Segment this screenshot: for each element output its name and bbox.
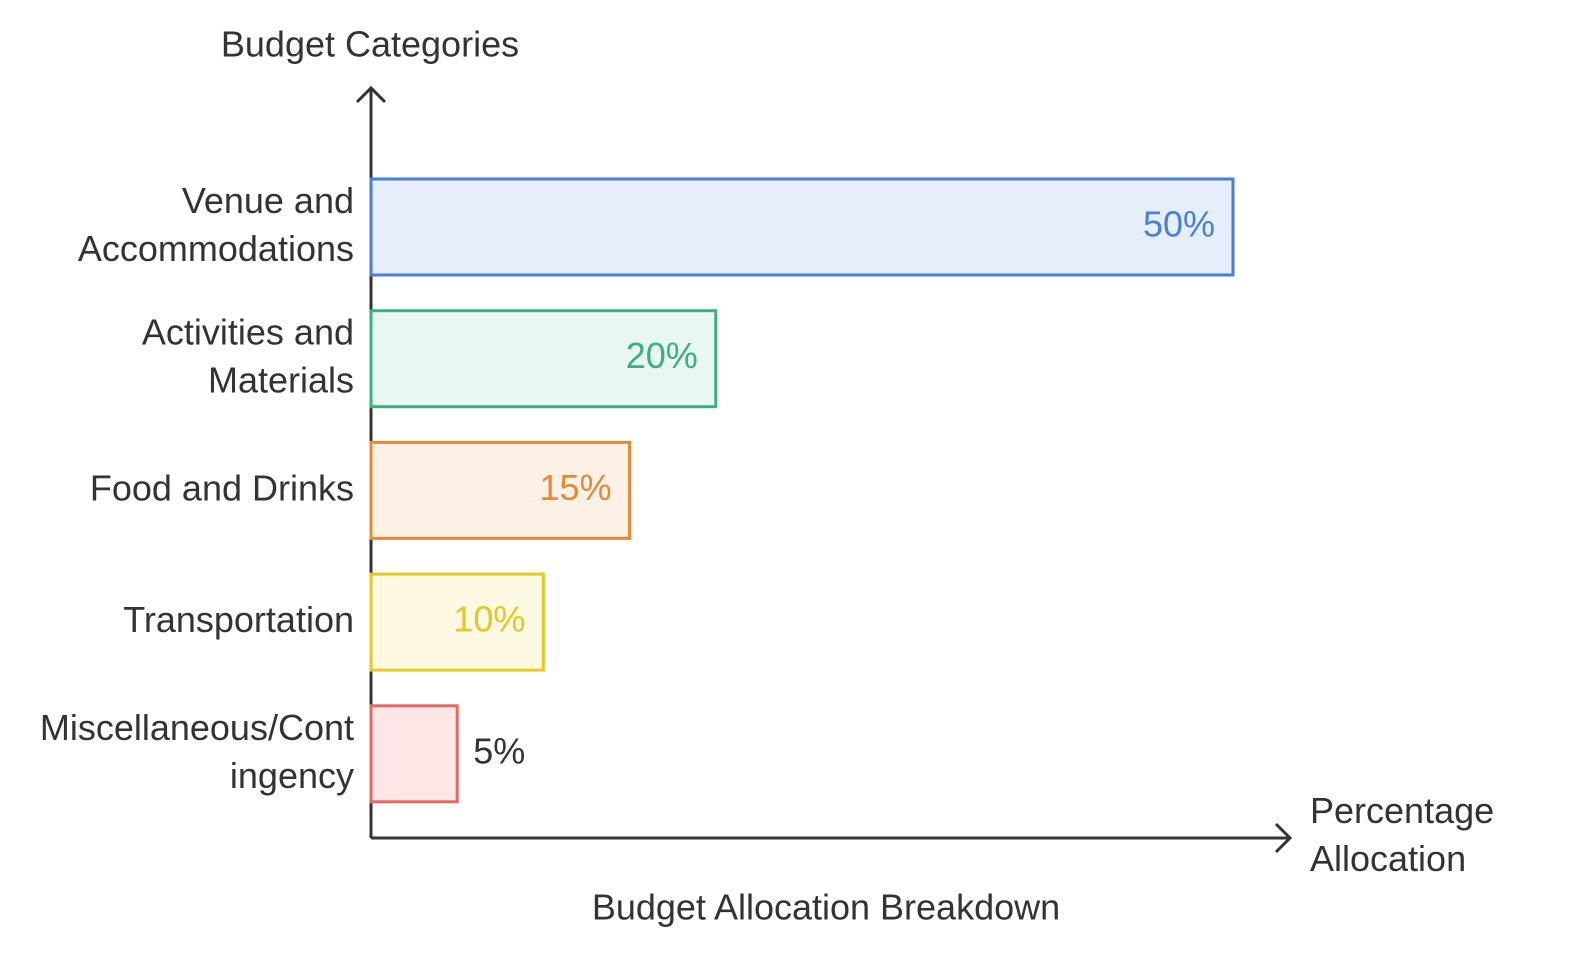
y-axis-arrow bbox=[355, 85, 387, 104]
bar bbox=[369, 440, 632, 540]
value-label: 50% bbox=[1143, 204, 1215, 245]
x-axis-title: Percentage Allocation bbox=[1310, 790, 1494, 879]
bar bbox=[369, 572, 545, 672]
value-label: 20% bbox=[626, 335, 698, 376]
value-label: 10% bbox=[453, 599, 525, 640]
y-axis-title: Budget Categories bbox=[221, 24, 519, 65]
category-label: Activities and Materials bbox=[142, 311, 354, 400]
x-axis-arrow bbox=[1274, 822, 1293, 854]
value-label: 15% bbox=[540, 467, 612, 508]
category-label: Miscellaneous/Cont ingency bbox=[40, 706, 354, 795]
bar bbox=[369, 177, 1235, 277]
value-label: 5% bbox=[473, 730, 525, 771]
bar bbox=[369, 704, 459, 804]
category-label: Venue and Accommodations bbox=[78, 180, 354, 269]
category-label: Transportation bbox=[123, 599, 354, 640]
chart-title: Budget Allocation Breakdown bbox=[592, 887, 1060, 928]
bar bbox=[369, 309, 718, 409]
category-label: Food and Drinks bbox=[90, 467, 354, 508]
